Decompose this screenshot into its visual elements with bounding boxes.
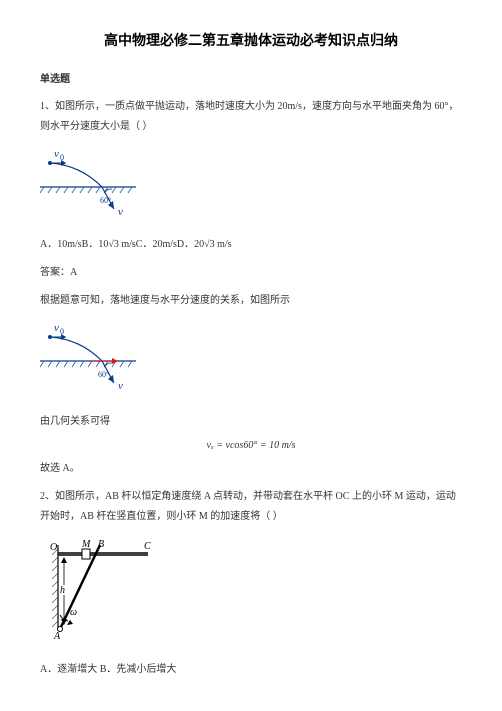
svg-text:v: v bbox=[54, 322, 59, 334]
svg-text:M: M bbox=[81, 539, 91, 550]
svg-text:A: A bbox=[53, 631, 61, 642]
explain-2: 由几何关系可得 bbox=[40, 412, 462, 432]
page-title: 高中物理必修二第五章抛体运动必考知识点归纳 bbox=[40, 30, 462, 50]
svg-text:h: h bbox=[60, 585, 65, 596]
explain-1: 根据题意可知，落地速度与水平分速度的关系，如图所示 bbox=[40, 291, 462, 311]
svg-text:v: v bbox=[118, 206, 123, 218]
q1-options: A．10m/sB．10√3 m/sC．20m/sD．20√3 m/s bbox=[40, 235, 462, 255]
figure-2: v 0 60° v bbox=[40, 319, 462, 402]
svg-text:60°: 60° bbox=[98, 370, 109, 379]
q2-text: 2、如图所示，AB 杆以恒定角速度绕 A 点转动，并带动套在水平杆 OC 上的小… bbox=[40, 487, 462, 527]
svg-text:C: C bbox=[144, 541, 151, 552]
figure-3: O M B C A h ω bbox=[40, 535, 462, 650]
explain-3: 故选 A。 bbox=[40, 459, 462, 479]
svg-text:v: v bbox=[118, 380, 123, 392]
formula: vₓ = vcos60° = 10 m/s bbox=[40, 440, 462, 451]
svg-text:v: v bbox=[54, 148, 59, 160]
answer-label: 答案：A bbox=[40, 263, 462, 283]
svg-text:B: B bbox=[98, 539, 104, 550]
svg-text:ω: ω bbox=[70, 607, 77, 618]
section-label: 单选题 bbox=[40, 70, 462, 85]
figure-1: v 0 60° v bbox=[40, 145, 462, 225]
q1-text: 1、如图所示，一质点做平抛运动，落地时速度大小为 20m/s，速度方向与水平地面… bbox=[40, 97, 462, 137]
q2-options: A．逐渐增大 B．先减小后增大 bbox=[40, 660, 462, 680]
svg-text:60°: 60° bbox=[100, 196, 111, 205]
svg-text:O: O bbox=[50, 542, 57, 553]
